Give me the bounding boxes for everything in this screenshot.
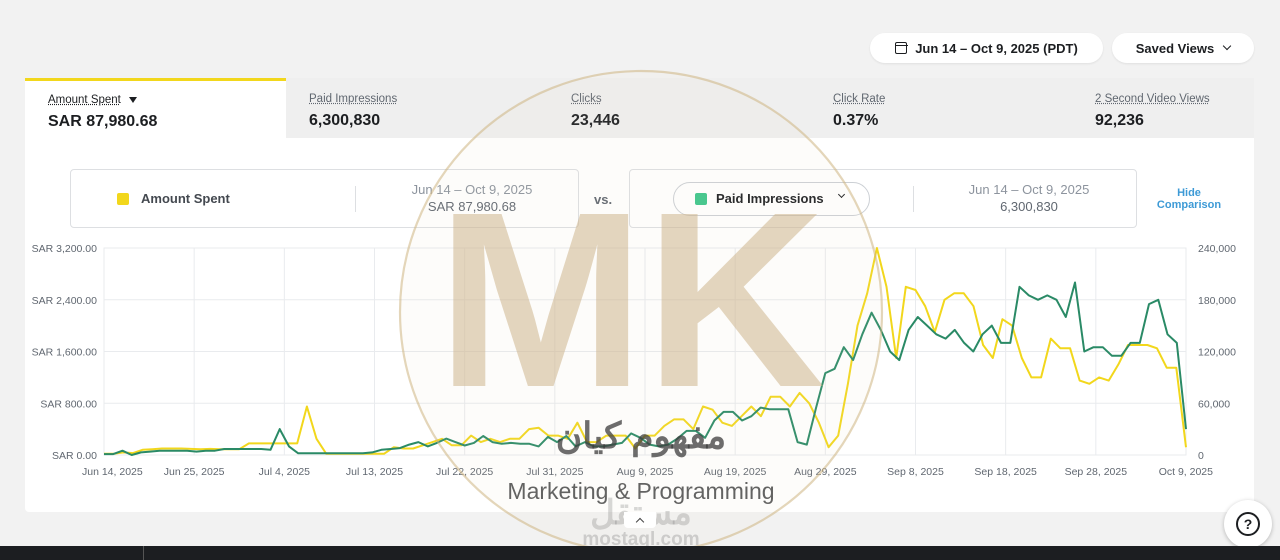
metric-label: Paid Impressions <box>309 93 398 105</box>
x-tick-label: Sep 18, 2025 <box>974 466 1037 478</box>
x-tick-label: Aug 19, 2025 <box>704 466 767 478</box>
saved-views-label: Saved Views <box>1135 40 1215 56</box>
x-tick-label: Sep 8, 2025 <box>887 466 944 478</box>
hide-comparison-line2: Comparison <box>1156 199 1222 211</box>
x-tick-label: Aug 29, 2025 <box>794 466 857 478</box>
y-right-tick-label: 0 <box>1198 450 1204 462</box>
chevron-up-icon <box>635 517 645 527</box>
x-tick-label: Jun 25, 2025 <box>164 466 225 478</box>
tab-amount-spent[interactable]: Amount Spent SAR 87,980.68 <box>25 78 286 138</box>
x-tick-label: Jul 22, 2025 <box>436 466 493 478</box>
y-right-tick-label: 240,000 <box>1198 243 1236 255</box>
top-toolbar: Jun 14 – Oct 9, 2025 (PDT) Saved Views <box>0 0 1280 78</box>
bottom-bar <box>0 546 1280 560</box>
x-tick-label: Oct 9, 2025 <box>1159 466 1213 478</box>
metric-value: 6,300,830 <box>309 112 381 129</box>
x-axis: Jun 14, 2025 Jun 25, 2025 Jul 4, 2025 Jul 1… <box>82 466 1213 478</box>
y-left-tick-label: SAR 800.00 <box>40 398 97 410</box>
x-tick-label: Aug 9, 2025 <box>617 466 674 478</box>
date-range-label: Jun 14 – Oct 9, 2025 (PDT) <box>915 40 1078 56</box>
right-axis: 0 60,000 120,000 180,000 240,000 <box>1198 243 1236 462</box>
metric-label-text: Amount Spent <box>48 94 121 106</box>
x-tick-label: Sep 28, 2025 <box>1065 466 1128 478</box>
date-range-picker[interactable]: Jun 14 – Oct 9, 2025 (PDT) <box>870 33 1103 63</box>
x-tick-label: Jun 14, 2025 <box>82 466 143 478</box>
x-tick-label: Jul 31, 2025 <box>526 466 583 478</box>
metric-label: Amount Spent <box>48 94 137 106</box>
metric-value: SAR 87,980.68 <box>48 113 158 130</box>
y-left-tick-label: SAR 1,600.00 <box>32 347 98 359</box>
saved-views-button[interactable]: Saved Views <box>1112 33 1254 63</box>
hide-comparison-link[interactable]: Hide Comparison <box>1149 187 1229 211</box>
legend-swatch-amount-spent <box>117 193 129 205</box>
divider <box>355 186 356 212</box>
divider <box>913 186 914 212</box>
bottom-divider <box>143 546 144 560</box>
y-left-tick-label: SAR 2,400.00 <box>32 295 98 307</box>
comparison-date: Jun 14 – Oct 9, 2025 <box>968 182 1090 197</box>
caret-down-icon[interactable] <box>128 97 137 103</box>
y-right-tick-label: 180,000 <box>1198 295 1236 307</box>
help-button[interactable]: ? <box>1224 500 1272 548</box>
calendar-icon <box>894 42 908 54</box>
question-icon: ? <box>1236 512 1260 536</box>
y-left-tick-label: SAR 3,200.00 <box>32 243 98 255</box>
grid-lines <box>103 247 1187 456</box>
left-axis: SAR 0.00 SAR 800.00 SAR 1,600.00 SAR 2,400.… <box>32 243 98 462</box>
metric-value: 92,236 <box>1095 112 1144 129</box>
x-tick-label: Jul 4, 2025 <box>259 466 311 478</box>
metric-label: 2 Second Video Views <box>1095 93 1210 105</box>
y-left-tick-label: SAR 0.00 <box>52 450 97 462</box>
collapse-button[interactable] <box>624 512 656 528</box>
y-right-tick-label: 60,000 <box>1198 398 1230 410</box>
tab-video-views[interactable]: 2 Second Video Views 92,236 <box>1072 78 1254 138</box>
comparison-value: 6,300,830 <box>1000 199 1058 214</box>
line-chart: SAR 0.00 SAR 800.00 SAR 1,600.00 SAR 2,400.… <box>32 243 1237 478</box>
hide-comparison-line1: Hide <box>1177 187 1201 199</box>
comparison-metric-name: Amount Spent <box>141 191 230 206</box>
y-right-tick-label: 120,000 <box>1198 347 1236 359</box>
x-tick-label: Jul 13, 2025 <box>346 466 403 478</box>
